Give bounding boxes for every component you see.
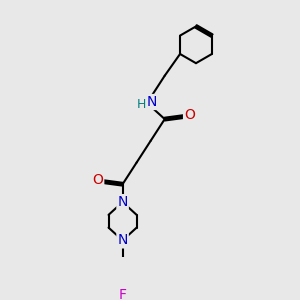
- Text: N: N: [117, 233, 128, 248]
- Text: O: O: [92, 173, 103, 188]
- Text: F: F: [118, 288, 127, 300]
- Text: N: N: [117, 195, 128, 209]
- Text: O: O: [184, 108, 195, 122]
- Text: N: N: [147, 95, 157, 109]
- Text: H: H: [136, 98, 146, 111]
